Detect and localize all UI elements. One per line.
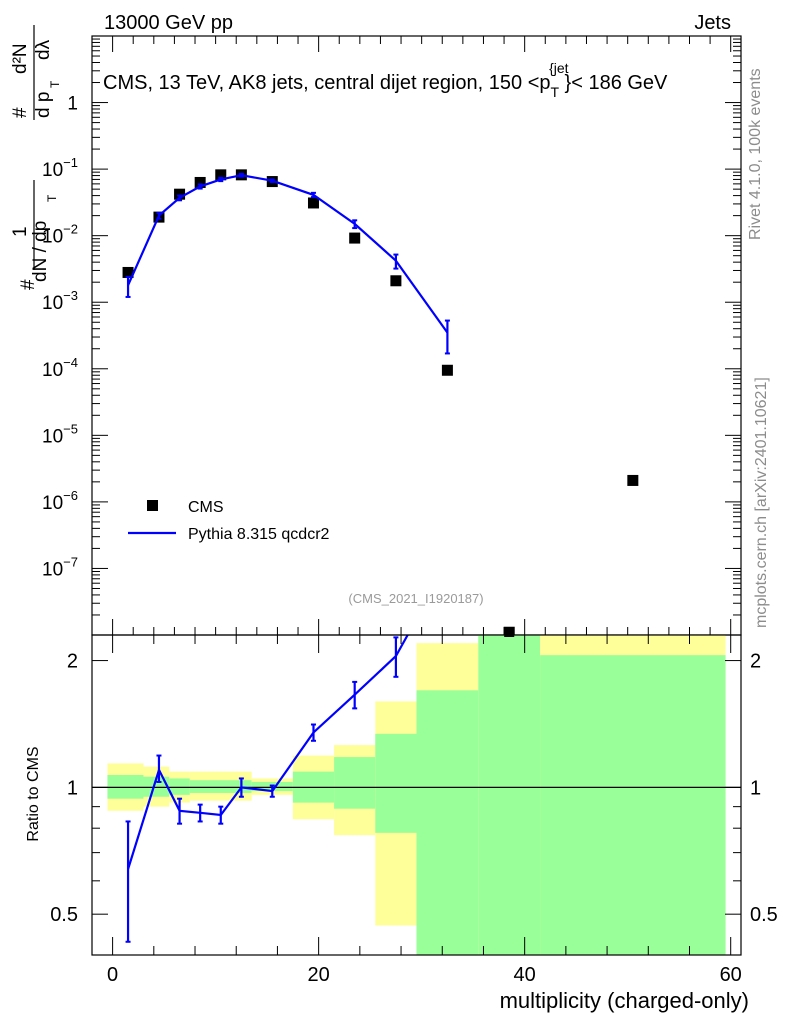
plot-title: CMS, 13 TeV, AK8 jets, central dijet reg… [103,60,668,100]
cms-data-point [122,266,134,278]
main-y-tick-labels: 1 10−1 10−2 10−3 10−4 10−5 10−6 10−7 [42,94,78,581]
cms-data-point [390,275,402,287]
ratio-panel: 0 20 40 60 0.5 0.5 1 1 2 2 Ratio to CMS multiplic… [25,633,778,1013]
plot-title-subscript: T [551,84,560,100]
ratio-ticks [92,635,741,956]
ratio-y-axis-label: Ratio to CMS [25,746,42,841]
pythia-curve [127,174,449,334]
main-y-tick-label: 10−6 [42,488,78,514]
ylabel-dlambda: dλ [33,39,54,60]
cms-data-point [215,169,227,181]
ylabel-d2n: d²N [10,43,31,74]
main-panel: 1 10−1 10−2 10−3 10−4 10−5 10−6 10−7 CMS, 13 Te… [10,25,742,638]
legend-pythia-label: Pythia 8.315 qcdcr2 [188,526,330,543]
x-axis-label: multiplicity (charged-only) [500,988,749,1013]
analysis-reference: (CMS_2021_I1920187) [348,591,483,606]
x-tick-label: 20 [308,964,330,986]
ratio-y-tick-label-right: 2 [750,651,761,673]
ylabel-t-subscript-1: T [45,194,59,202]
plot-title-superscript: {jet [549,60,569,76]
collision-label: 13000 GeV pp [104,12,233,34]
main-y-tick-label: 10−4 [42,355,78,381]
main-y-ticks [92,35,741,636]
plot-title-end: }< 186 GeV [565,72,669,94]
cms-data-point [349,232,361,244]
mcplots-label: mcplots.cern.ch [arXiv:2401.10621] [753,377,770,628]
main-plot-frame [91,35,742,636]
main-y-tick-label: 10−3 [42,288,78,314]
stat-band [143,776,170,797]
main-y-tick-label: 10−2 [42,222,78,248]
stat-band [416,690,479,955]
cms-data-point [627,474,639,486]
plot-title-main: CMS, 13 TeV, AK8 jets, central dijet reg… [103,72,551,94]
x-tick-label: 60 [720,964,742,986]
cms-data-point [174,188,186,200]
pythia-error-bars [125,172,450,355]
x-tick-label: 40 [514,964,536,986]
main-y-tick-label: 10−7 [42,554,78,580]
ylabel-hash-2: # [10,107,31,118]
cms-data-point [194,176,206,188]
cms-data-point [503,626,515,638]
stat-band [334,757,376,809]
ratio-y-tick-label-right: 1 [750,777,761,799]
main-y-tick-label: 10−1 [42,155,78,181]
ratio-y-tick-label-right: 0.5 [750,904,778,926]
ylabel-dn: dN / dp [30,221,51,282]
cms-data-point [441,364,453,376]
ylabel-dp: d p [33,92,54,118]
category-label: Jets [694,12,731,34]
ratio-tick-labels: 0 20 40 60 0.5 0.5 1 1 2 2 [50,651,778,986]
ylabel-hash-1: # [18,279,39,290]
legend-cms-label: CMS [188,499,224,516]
legend-cms-marker [147,500,158,511]
ratio-y-tick-label-left: 0.5 [50,904,78,926]
ylabel-one: 1 [10,226,31,237]
main-y-tick-label: 10−5 [42,421,78,447]
stat-band [169,778,190,795]
uncertainty-bands [107,635,726,955]
stat-band [540,655,726,955]
stat-band [478,635,541,955]
ylabel-t-subscript-2: T [48,80,62,88]
main-y-tick-label: 1 [67,94,78,115]
main-y-axis-label: # 1 dN / dp T # d²N d p T dλ [10,25,62,290]
stat-band [375,733,417,833]
ratio-plot-frame [91,634,742,956]
cms-data-markers [122,169,639,638]
ratio-y-tick-label-left: 1 [67,777,78,799]
x-tick-label: 0 [107,964,118,986]
rivet-version-label: Rivet 4.1.0, 100k events [747,68,764,240]
cms-data-point [307,197,319,209]
ratio-y-tick-label-left: 2 [67,651,78,673]
stat-band [189,780,252,793]
ratio-curve [127,635,409,870]
